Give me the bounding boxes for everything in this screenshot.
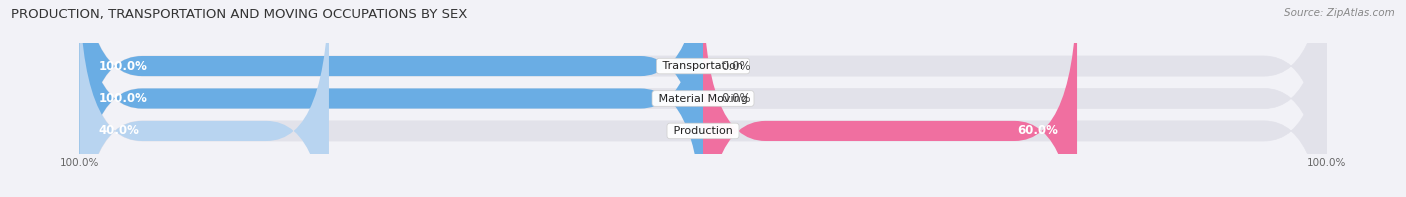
- FancyBboxPatch shape: [80, 0, 703, 197]
- FancyBboxPatch shape: [80, 0, 1326, 197]
- FancyBboxPatch shape: [80, 0, 703, 197]
- Text: 40.0%: 40.0%: [98, 125, 139, 138]
- FancyBboxPatch shape: [703, 0, 1077, 197]
- Text: Material Moving: Material Moving: [655, 94, 751, 103]
- Text: Source: ZipAtlas.com: Source: ZipAtlas.com: [1284, 8, 1395, 18]
- FancyBboxPatch shape: [80, 0, 1326, 197]
- Text: 0.0%: 0.0%: [721, 92, 751, 105]
- FancyBboxPatch shape: [80, 0, 1326, 197]
- Text: 60.0%: 60.0%: [1018, 125, 1059, 138]
- Text: Production: Production: [669, 126, 737, 136]
- Text: 100.0%: 100.0%: [98, 59, 148, 72]
- Text: PRODUCTION, TRANSPORTATION AND MOVING OCCUPATIONS BY SEX: PRODUCTION, TRANSPORTATION AND MOVING OC…: [11, 8, 468, 21]
- Text: Transportation: Transportation: [659, 61, 747, 71]
- FancyBboxPatch shape: [80, 0, 329, 197]
- Text: 0.0%: 0.0%: [721, 59, 751, 72]
- Text: 100.0%: 100.0%: [98, 92, 148, 105]
